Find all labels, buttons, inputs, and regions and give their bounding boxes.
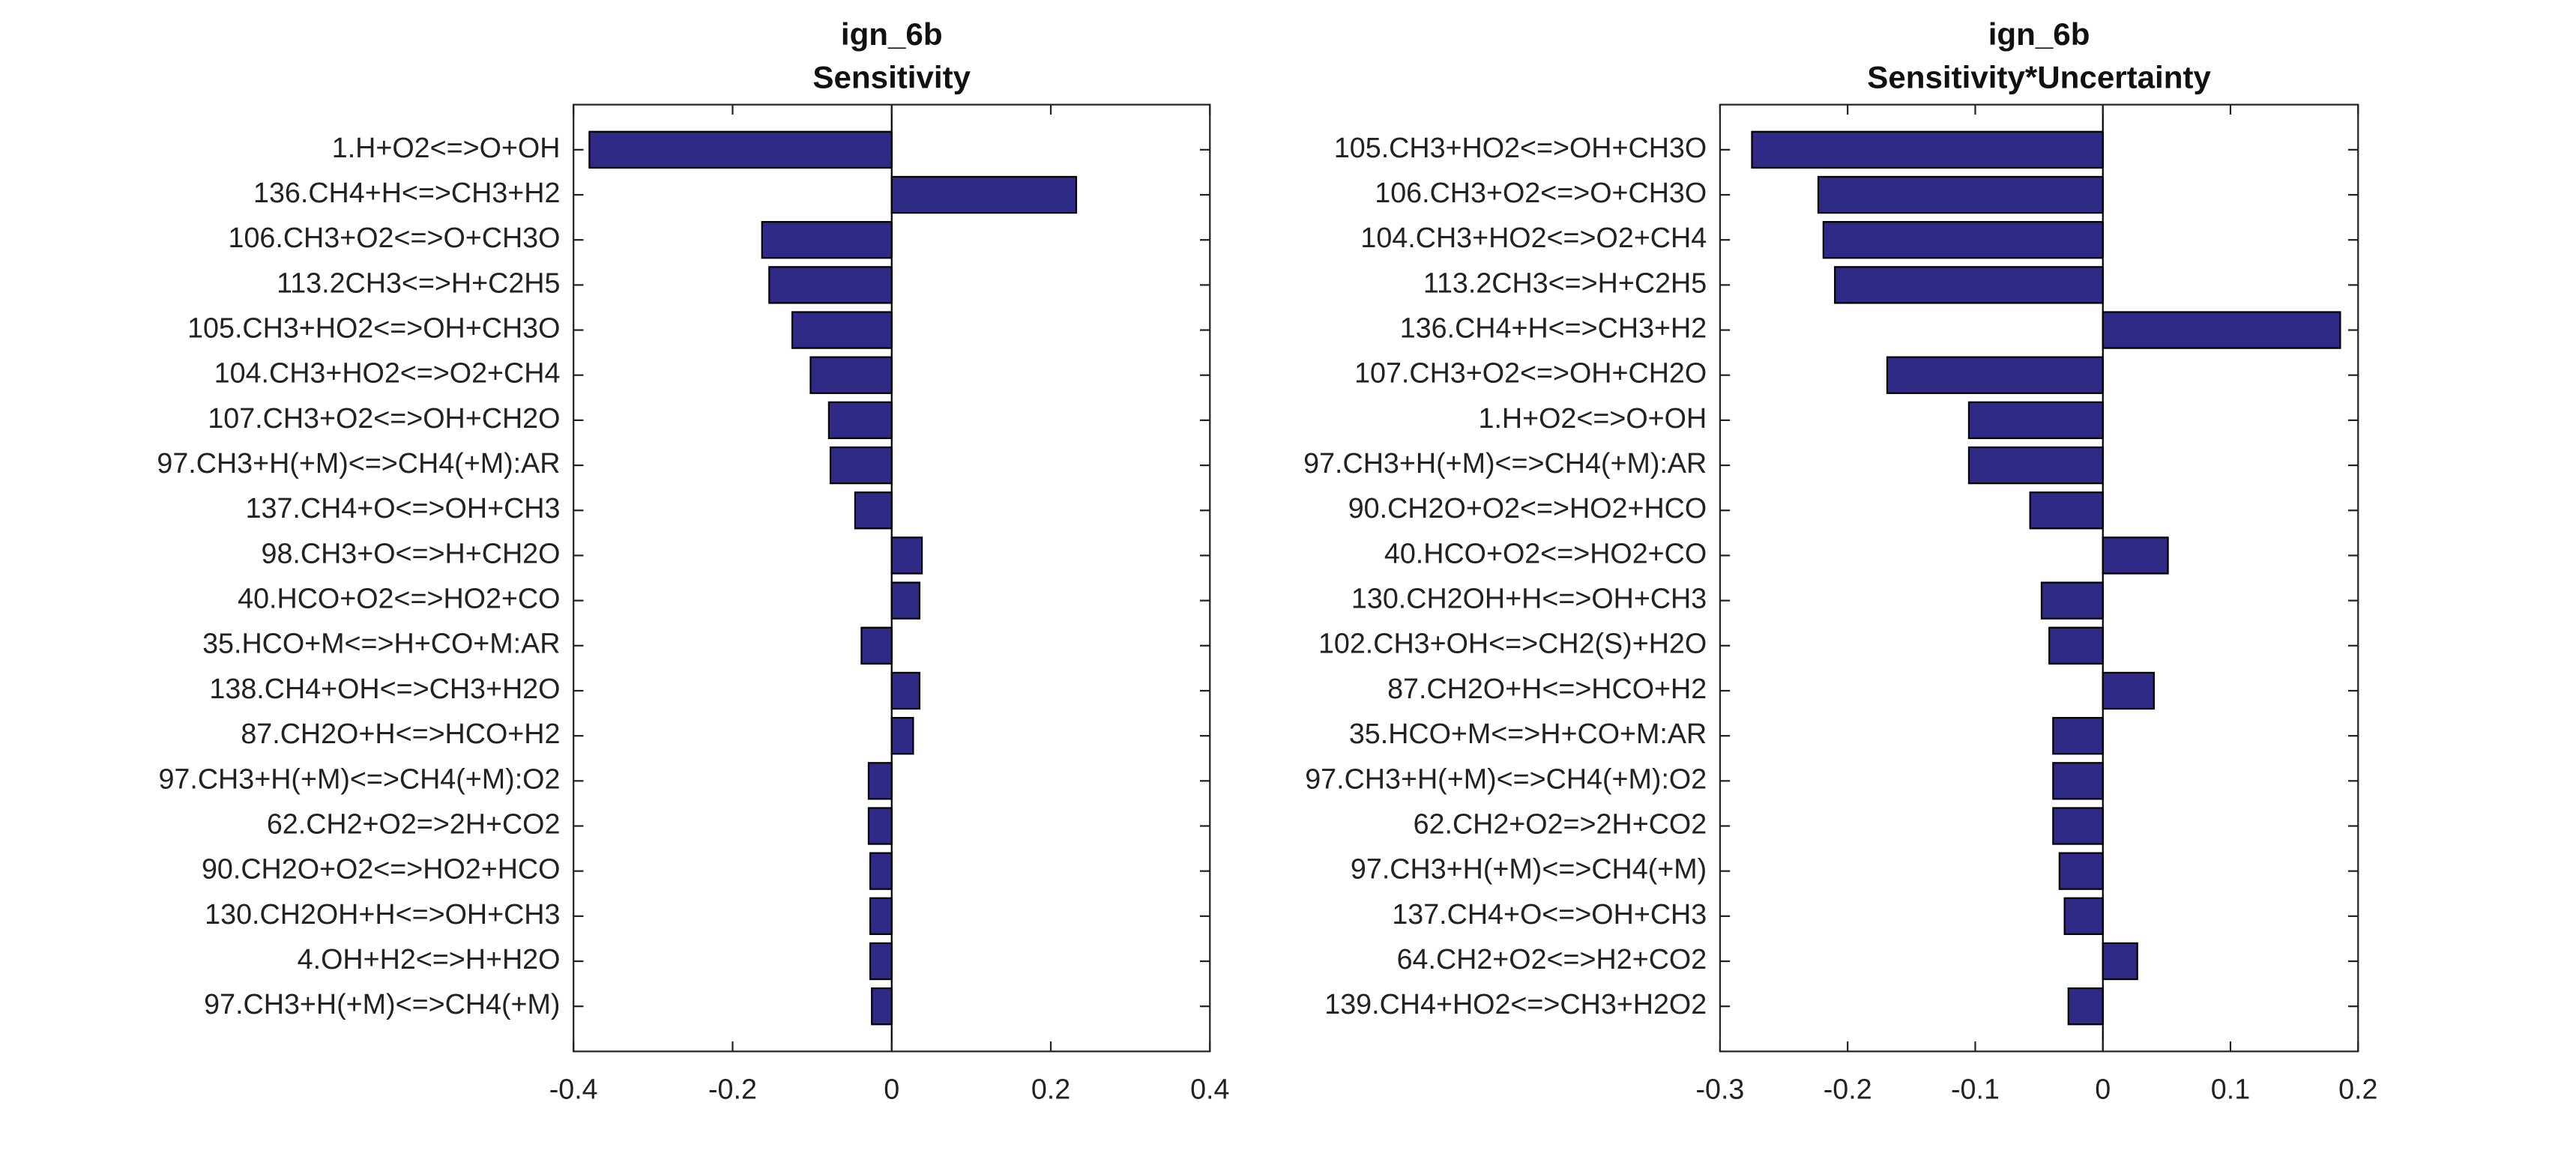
axes-box	[1719, 103, 2359, 1053]
y-tick-label: 1.H+O2<=>O+OH	[1479, 402, 1707, 434]
y-tick-label: 98.CH3+O<=>H+CH2O	[262, 537, 561, 569]
bar	[2102, 671, 2155, 710]
bar	[768, 266, 893, 304]
y-tick-label: 130.CH2OH+H<=>OH+CH3	[205, 898, 560, 930]
y-tick-label: 113.2CH3<=>H+C2H5	[1423, 267, 1707, 298]
y-tick-label: 97.CH3+H(+M)<=>CH4(+M):AR	[157, 447, 560, 479]
x-tick-label: -0.1	[1951, 1074, 2000, 1105]
x-tick-label: 0.2	[2338, 1074, 2377, 1105]
bar	[867, 762, 893, 800]
bar	[1886, 356, 2104, 394]
bar	[1834, 266, 2104, 304]
x-tick-label: 0.1	[2211, 1074, 2250, 1105]
chart-subtitle: Sensitivity*Uncertainty	[1867, 60, 2211, 95]
bar	[2048, 626, 2104, 665]
y-tick-label: 104.CH3+HO2<=>O2+CH4	[214, 357, 561, 389]
chart-subtitle: Sensitivity	[812, 60, 971, 95]
bar	[761, 221, 893, 259]
y-tick-label: 90.CH2O+O2<=>HO2+HCO	[1348, 492, 1707, 524]
bar	[890, 581, 920, 620]
y-tick-label: 62.CH2+O2=>2H+CO2	[1414, 808, 1707, 839]
x-tick-label: -0.3	[1695, 1074, 1744, 1105]
y-tick-label: 136.CH4+H<=>CH3+H2	[253, 177, 560, 208]
bar	[1822, 221, 2104, 259]
y-tick-label: 107.CH3+O2<=>OH+CH2O	[208, 402, 560, 434]
y-tick-label: 97.CH3+H(+M)<=>CH4(+M):O2	[158, 763, 560, 794]
bar	[2102, 536, 2169, 575]
y-tick-label: 97.CH3+H(+M)<=>CH4(+M):O2	[1305, 763, 1707, 794]
bar	[854, 491, 893, 530]
bar	[2052, 807, 2104, 845]
bar	[2052, 762, 2104, 800]
y-tick-label: 104.CH3+HO2<=>O2+CH4	[1360, 222, 1707, 253]
y-tick-label: 139.CH4+HO2<=>CH3+H2O2	[1324, 988, 1707, 1020]
x-tick-label: 0.4	[1190, 1074, 1229, 1105]
x-tick-label: -0.2	[708, 1074, 757, 1105]
y-tick-label: 4.OH+H2<=>H+H2O	[298, 943, 561, 975]
y-tick-label: 97.CH3+H(+M)<=>CH4(+M)	[1351, 853, 1707, 885]
y-tick-label: 106.CH3+O2<=>O+CH3O	[1375, 177, 1707, 208]
bar	[869, 852, 893, 890]
bar	[890, 175, 1078, 214]
bar	[867, 807, 893, 845]
y-tick-label: 90.CH2O+O2<=>HO2+HCO	[202, 853, 560, 885]
chart-title: ign_6b	[841, 16, 943, 52]
bar	[2029, 491, 2104, 530]
axes-box	[573, 103, 1211, 1053]
bar	[871, 987, 893, 1026]
bar	[869, 897, 893, 936]
x-tick-label: -0.2	[1824, 1074, 1872, 1105]
y-tick-label: 62.CH2+O2=>2H+CO2	[267, 808, 561, 839]
x-tick-label: 0.2	[1031, 1074, 1070, 1105]
y-tick-label: 64.CH2+O2<=>H2+CO2	[1397, 943, 1707, 975]
x-tick-label: 0	[2095, 1074, 2111, 1105]
bar	[1817, 175, 2104, 214]
x-tick-label: 0	[884, 1074, 899, 1105]
bar	[1967, 401, 2104, 440]
y-tick-label: 107.CH3+O2<=>OH+CH2O	[1354, 357, 1707, 389]
bar	[2058, 852, 2104, 890]
y-tick-label: 105.CH3+HO2<=>OH+CH3O	[1334, 132, 1707, 163]
bar	[2052, 716, 2104, 755]
bar	[827, 401, 893, 440]
y-tick-label: 113.2CH3<=>H+C2H5	[277, 267, 560, 298]
y-tick-label: 1.H+O2<=>O+OH	[332, 132, 561, 163]
bar	[1751, 130, 2104, 169]
bar	[2102, 311, 2341, 349]
y-tick-label: 130.CH2OH+H<=>OH+CH3	[1351, 583, 1707, 614]
bar	[869, 942, 893, 981]
y-tick-label: 35.HCO+M<=>H+CO+M:AR	[202, 628, 560, 659]
y-tick-label: 97.CH3+H(+M)<=>CH4(+M)	[204, 988, 560, 1020]
x-tick-label: -0.4	[549, 1074, 598, 1105]
y-tick-label: 87.CH2O+H<=>HCO+H2	[1387, 673, 1707, 704]
y-tick-label: 97.CH3+H(+M)<=>CH4(+M):AR	[1303, 447, 1707, 479]
bar	[809, 356, 893, 394]
y-tick-label: 138.CH4+OH<=>CH3+H2O	[209, 673, 560, 704]
bar	[588, 130, 893, 169]
bar	[890, 671, 920, 710]
y-tick-label: 87.CH2O+H<=>HCO+H2	[241, 718, 560, 749]
bar	[791, 311, 893, 349]
bar	[829, 446, 893, 485]
chart-title: ign_6b	[1988, 16, 2090, 52]
bar	[860, 626, 893, 665]
y-tick-label: 102.CH3+OH<=>CH2(S)+H2O	[1318, 628, 1707, 659]
y-tick-label: 136.CH4+H<=>CH3+H2	[1400, 312, 1707, 344]
y-tick-label: 35.HCO+M<=>H+CO+M:AR	[1349, 718, 1707, 749]
bar	[1967, 446, 2104, 485]
bar	[2067, 987, 2104, 1026]
bar	[890, 536, 923, 575]
y-tick-label: 40.HCO+O2<=>HO2+CO	[1384, 537, 1707, 569]
y-tick-label: 137.CH4+O<=>OH+CH3	[246, 492, 561, 524]
y-tick-label: 137.CH4+O<=>OH+CH3	[1392, 898, 1707, 930]
bar	[2063, 897, 2104, 936]
bar	[2040, 581, 2104, 620]
y-tick-label: 40.HCO+O2<=>HO2+CO	[238, 583, 560, 614]
y-tick-label: 105.CH3+HO2<=>OH+CH3O	[187, 312, 560, 344]
y-tick-label: 106.CH3+O2<=>O+CH3O	[229, 222, 561, 253]
bar	[890, 716, 914, 755]
bar	[2102, 942, 2138, 981]
